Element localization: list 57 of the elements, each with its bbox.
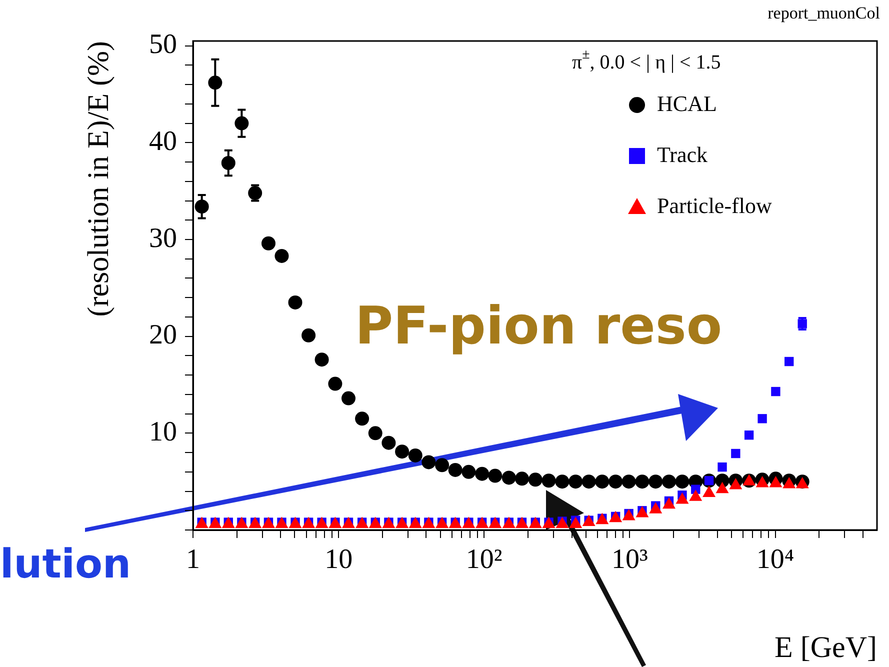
point — [528, 472, 542, 487]
point — [302, 328, 316, 342]
point — [675, 474, 690, 489]
legend-title: π±, 0.0 < | η | < 1.5 — [572, 48, 721, 74]
x-tick-label: 10³ — [611, 544, 648, 576]
legend-label: HCAL — [657, 90, 717, 116]
point — [771, 386, 780, 396]
point — [744, 430, 754, 440]
point — [582, 474, 596, 489]
point — [514, 472, 529, 486]
legend-label: Track — [657, 142, 708, 167]
point — [731, 448, 740, 458]
point — [355, 412, 370, 426]
y-tick-label: 30 — [149, 222, 177, 254]
point — [718, 462, 727, 472]
legend-label: Particle-flow — [657, 192, 772, 218]
point — [662, 474, 676, 489]
point — [542, 474, 556, 488]
point — [288, 295, 302, 310]
point — [488, 468, 502, 483]
point — [382, 436, 396, 450]
point — [622, 474, 636, 489]
y-tick-label: 10 — [149, 416, 177, 448]
annotation: PF-pion reso — [355, 296, 722, 357]
y-tick-label: 20 — [149, 320, 177, 351]
x-tick-label: 10⁴ — [756, 544, 794, 576]
point — [568, 474, 583, 489]
point — [328, 376, 342, 391]
x-tick-label: 1 — [186, 544, 200, 576]
y-axis-title: (resolution in E)/E (%) — [82, 41, 115, 317]
point — [448, 462, 462, 477]
y-tick-label: 50 — [149, 29, 177, 60]
point — [502, 470, 516, 485]
point — [422, 455, 436, 470]
point — [314, 352, 329, 367]
point — [462, 464, 476, 479]
point — [261, 236, 276, 250]
point — [274, 248, 289, 263]
text: report_muonCol — [768, 3, 880, 22]
point — [555, 474, 570, 489]
point — [395, 444, 410, 459]
point — [368, 426, 382, 440]
point — [435, 458, 450, 472]
point — [635, 474, 650, 489]
point — [608, 474, 623, 489]
point — [475, 466, 490, 481]
x-axis-title: E [GeV] — [774, 630, 877, 664]
point — [595, 474, 610, 489]
x-tick-label: 10 — [324, 544, 353, 576]
point — [341, 391, 356, 406]
point — [784, 356, 794, 366]
text: lution — [0, 541, 131, 588]
y-tick-label: 40 — [149, 126, 177, 158]
point — [648, 474, 663, 489]
x-tick-label: 10² — [466, 544, 502, 576]
point — [408, 448, 422, 462]
point — [758, 414, 767, 424]
